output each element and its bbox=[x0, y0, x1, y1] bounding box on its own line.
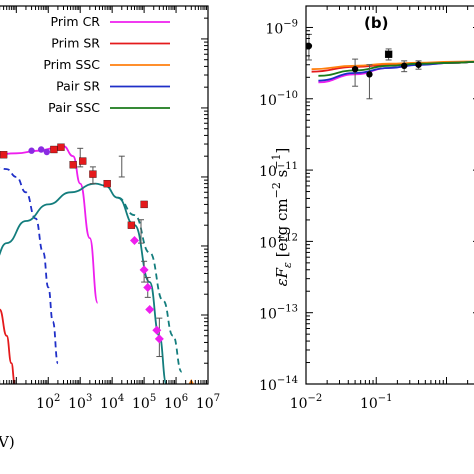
data-point-square bbox=[57, 143, 65, 151]
y-label-rest: [erg cm bbox=[273, 198, 291, 262]
x-tick-base: 10 bbox=[100, 396, 118, 412]
y-tick-label: 10−11 bbox=[259, 161, 298, 180]
y-label-sub: ε bbox=[281, 262, 294, 268]
legend-label: Prim SSC bbox=[43, 57, 100, 72]
x-tick-exponent: 2 bbox=[54, 393, 60, 404]
panel-tag: (b) bbox=[364, 14, 388, 32]
data-point-diamond bbox=[143, 283, 153, 293]
x-tick-base: 10 bbox=[36, 396, 54, 412]
series-line-prim-cr bbox=[0, 145, 99, 304]
data-point-diamond bbox=[152, 325, 162, 335]
series-line-pair-ssc bbox=[0, 182, 168, 384]
legend-label: Pair SR bbox=[56, 79, 100, 94]
x-tick-base: 10 bbox=[68, 396, 86, 412]
y-tick-exponent: −12 bbox=[277, 232, 298, 243]
data-point-circle bbox=[415, 61, 422, 68]
data-point-diamond bbox=[145, 305, 155, 315]
data-point-square bbox=[89, 170, 97, 178]
series-line-pair-sr-dashed bbox=[0, 166, 59, 365]
series-line-prim-sr bbox=[0, 308, 16, 384]
y-axis-label: εFε [erg cm−2 s−1] bbox=[270, 148, 294, 287]
x-tick-label: 106 bbox=[164, 393, 188, 412]
data-point-circle bbox=[43, 148, 51, 156]
x-tick-label: 10−2 bbox=[290, 393, 323, 412]
y-label-end: ] bbox=[273, 148, 291, 154]
plot-frame bbox=[305, 5, 474, 385]
x-tick-label: 102 bbox=[36, 393, 60, 412]
y-tick-base: 10 bbox=[259, 93, 277, 109]
x-tick-base: 10 bbox=[360, 396, 378, 412]
legend-label: Pair SSC bbox=[48, 100, 100, 115]
x-tick-label: 104 bbox=[100, 393, 124, 412]
y-tick-exponent: −13 bbox=[277, 304, 298, 315]
y-tick-label: 10−14 bbox=[259, 375, 298, 394]
y-label-exp1: −2 bbox=[270, 182, 283, 198]
y-tick-exponent: −10 bbox=[277, 90, 298, 101]
y-label-main: εF bbox=[273, 267, 291, 286]
y-tick-exponent: −9 bbox=[283, 18, 298, 29]
y-tick-base: 10 bbox=[259, 378, 277, 394]
x-tick-exponent: 3 bbox=[86, 393, 92, 404]
x-axis-label-fragment: V) bbox=[0, 433, 15, 451]
y-tick-label: 10−12 bbox=[259, 232, 298, 251]
data-point-square bbox=[103, 179, 111, 188]
data-point-diamond bbox=[129, 236, 139, 246]
series-line-pair-ssc-dashed bbox=[117, 196, 183, 373]
legend-label: Prim SR bbox=[51, 36, 100, 51]
y-tick-exponent: −14 bbox=[277, 375, 298, 386]
data-point-circle bbox=[351, 65, 359, 73]
data-point-square bbox=[69, 161, 77, 169]
x-tick-label: 105 bbox=[132, 393, 156, 412]
svg-text:εFε [erg cm−2 s−1]: εFε [erg cm−2 s−1] bbox=[270, 148, 294, 287]
y-tick-base: 10 bbox=[259, 164, 277, 180]
x-tick-exponent: 4 bbox=[118, 393, 124, 404]
y-tick-label: 10−9 bbox=[265, 18, 298, 37]
x-tick-exponent: −2 bbox=[308, 393, 323, 404]
data-point-diamond bbox=[139, 265, 149, 275]
data-point-circle bbox=[28, 147, 35, 154]
y-tick-exponent: −11 bbox=[277, 161, 298, 172]
x-axis-label: V) bbox=[0, 433, 15, 451]
x-tick-exponent: 7 bbox=[214, 393, 220, 404]
plot-frame bbox=[0, 5, 209, 385]
data-point-circle bbox=[306, 42, 313, 50]
x-tick-base: 10 bbox=[164, 396, 182, 412]
data-point-circle bbox=[400, 62, 408, 70]
data-point-square bbox=[140, 200, 148, 209]
data-point-square bbox=[0, 151, 8, 159]
y-label-exp2: −1 bbox=[270, 153, 283, 169]
x-tick-label: 10−1 bbox=[360, 393, 393, 412]
legend-label: Prim CR bbox=[51, 14, 101, 29]
y-label-mid: s bbox=[273, 170, 291, 182]
x-tick-exponent: 5 bbox=[150, 393, 156, 404]
y-tick-label: 10−10 bbox=[259, 90, 298, 109]
x-tick-base: 10 bbox=[132, 396, 150, 412]
data-point-circle bbox=[37, 146, 45, 153]
x-tick-label: 103 bbox=[68, 393, 92, 412]
legend: Prim CR Prim SR Prim SSC Pair SR Pair SSC bbox=[43, 14, 170, 115]
y-tick-base: 10 bbox=[259, 307, 277, 323]
x-tick-exponent: 6 bbox=[182, 393, 188, 404]
y-tick-label: 10−13 bbox=[259, 304, 298, 323]
y-tick-base: 10 bbox=[265, 21, 283, 37]
x-tick-base: 10 bbox=[290, 396, 308, 412]
data-point-square bbox=[79, 157, 87, 165]
x-tick-base: 10 bbox=[196, 396, 214, 412]
data-point-diamond bbox=[154, 334, 164, 344]
data-point-square bbox=[384, 50, 393, 58]
x-tick-label: 107 bbox=[196, 393, 220, 412]
x-tick-exponent: −1 bbox=[378, 393, 393, 404]
y-tick-base: 10 bbox=[259, 235, 277, 251]
data-point-square bbox=[50, 145, 58, 154]
data-point-circle bbox=[366, 71, 373, 78]
data-point-square bbox=[127, 221, 136, 229]
